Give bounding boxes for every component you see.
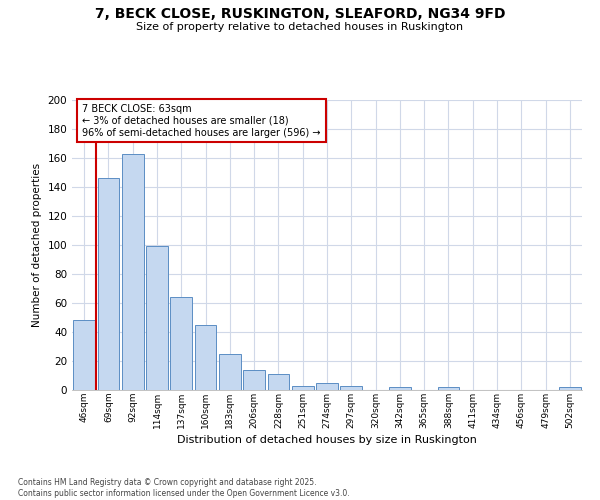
Bar (219, 354, 241, 390)
Bar (170, 297, 192, 390)
Bar (316, 383, 338, 390)
Bar (559, 387, 581, 390)
Bar (268, 374, 289, 390)
Bar (437, 387, 460, 390)
Text: 7, BECK CLOSE, RUSKINGTON, SLEAFORD, NG34 9FD: 7, BECK CLOSE, RUSKINGTON, SLEAFORD, NG3… (95, 8, 505, 22)
Bar (340, 386, 362, 390)
Bar (73, 320, 95, 390)
Bar (194, 325, 217, 390)
Bar (292, 386, 314, 390)
Bar (389, 387, 411, 390)
Text: 7 BECK CLOSE: 63sqm
← 3% of detached houses are smaller (18)
96% of semi-detache: 7 BECK CLOSE: 63sqm ← 3% of detached hou… (82, 104, 320, 138)
Text: Size of property relative to detached houses in Ruskington: Size of property relative to detached ho… (136, 22, 464, 32)
Bar (146, 246, 168, 390)
Y-axis label: Number of detached properties: Number of detached properties (32, 163, 42, 327)
Bar (97, 178, 119, 390)
Bar (122, 154, 143, 390)
X-axis label: Distribution of detached houses by size in Ruskington: Distribution of detached houses by size … (177, 434, 477, 444)
Bar (243, 370, 265, 390)
Text: Contains HM Land Registry data © Crown copyright and database right 2025.
Contai: Contains HM Land Registry data © Crown c… (18, 478, 350, 498)
